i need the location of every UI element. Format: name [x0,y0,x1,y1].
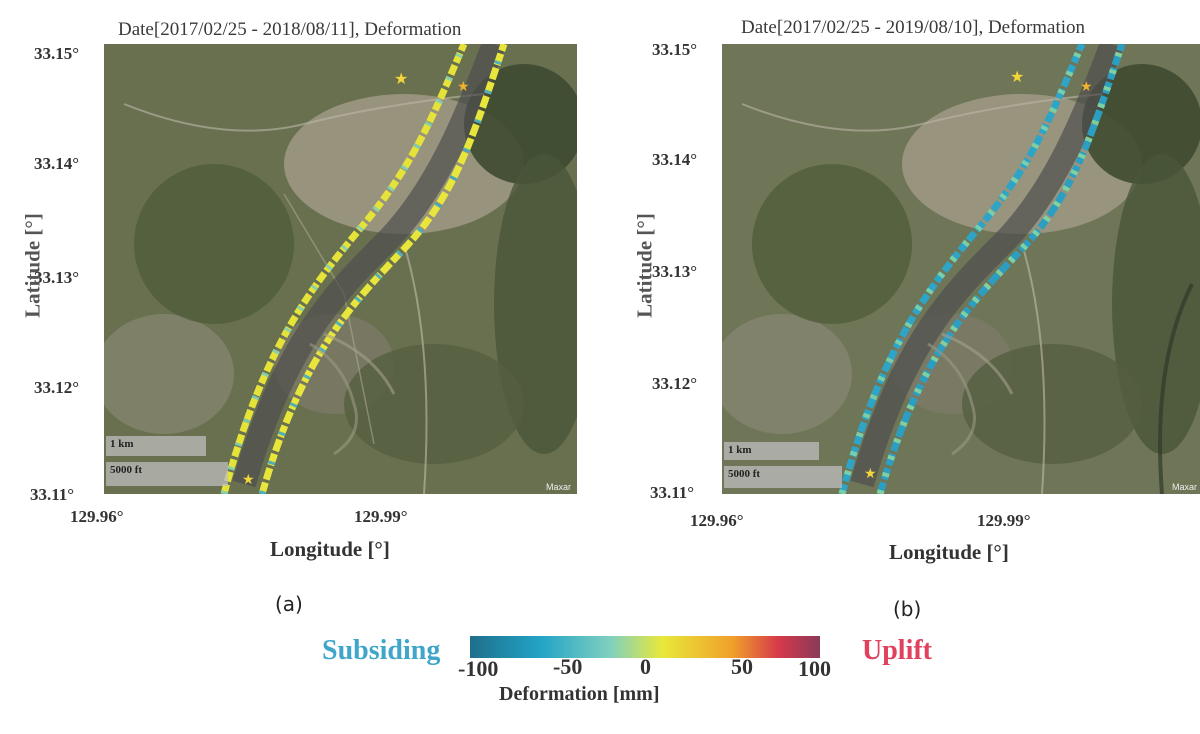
colorbar-gradient [470,636,820,658]
y-tick: 33.14° [34,154,80,173]
scale-km-label: 1 km [728,444,752,456]
scale-bar-ft: 5000 ft [724,466,842,488]
colorbar-title: Deformation [mm] [499,683,660,705]
colorbar-tick: 100 [798,656,831,681]
y-tick: 33.11° [30,485,75,504]
satellite-imagery: ★ ★ ★ [104,44,577,494]
x-axis-title: Longitude [°] [270,537,390,561]
colorbar-tick: 0 [640,654,651,679]
subsiding-label: Subsiding [322,635,441,666]
colorbar-tick: 50 [731,654,753,679]
colorbar-tick: -50 [553,654,583,679]
imagery-credit: Maxar [546,482,572,492]
x-tick: 129.99° [977,511,1031,530]
uplift-label: Uplift [862,635,932,666]
colorbar [470,636,820,658]
scale-ft-label: 5000 ft [110,464,143,476]
panel-b-label: (b) [893,597,922,621]
imagery-credit: Maxar [1172,482,1198,492]
y-tick: 33.12° [34,378,80,397]
star-marker-icon: ★ [242,472,255,488]
x-tick: 129.96° [690,511,744,530]
y-axis-title: Latitude [°] [632,213,657,318]
scale-ft-label: 5000 ft [728,468,761,480]
scale-bar-km: 1 km [106,436,206,456]
star-marker-icon: ★ [1010,67,1024,86]
scale-bar-ft: 5000 ft [106,462,228,486]
star-marker-icon: ★ [457,79,470,95]
y-tick: 33.13° [34,268,80,287]
x-axis-title: Longitude [°] [889,540,1009,564]
star-marker-icon: ★ [864,466,877,482]
star-marker-icon: ★ [394,69,408,88]
y-tick: 33.13° [652,262,698,281]
y-tick: 33.12° [652,374,698,393]
panel-b-map[interactable]: ★ ★ ★ 1 km 5000 ft Maxar [722,44,1200,494]
scale-bar-km: 1 km [724,442,819,460]
x-tick: 129.96° [70,507,124,526]
y-axis-title: Latitude [°] [20,213,45,318]
panel-a-label: (a) [275,592,303,616]
star-marker-icon: ★ [1080,79,1093,95]
x-tick: 129.99° [354,507,408,526]
satellite-imagery: ★ ★ ★ [722,44,1200,494]
y-tick: 33.15° [34,44,80,63]
panel-a-title: Date[2017/02/25 - 2018/08/11], Deformati… [118,19,462,40]
y-tick: 33.11° [650,483,695,502]
colorbar-tick: -100 [458,656,499,681]
panel-b-title: Date[2017/02/25 - 2019/08/10], Deformati… [741,17,1086,38]
y-tick: 33.15° [652,40,698,59]
panel-a-map[interactable]: ★ ★ ★ 1 km 5000 ft Maxar [104,44,577,494]
y-tick: 33.14° [652,150,698,169]
scale-km-label: 1 km [110,438,134,450]
